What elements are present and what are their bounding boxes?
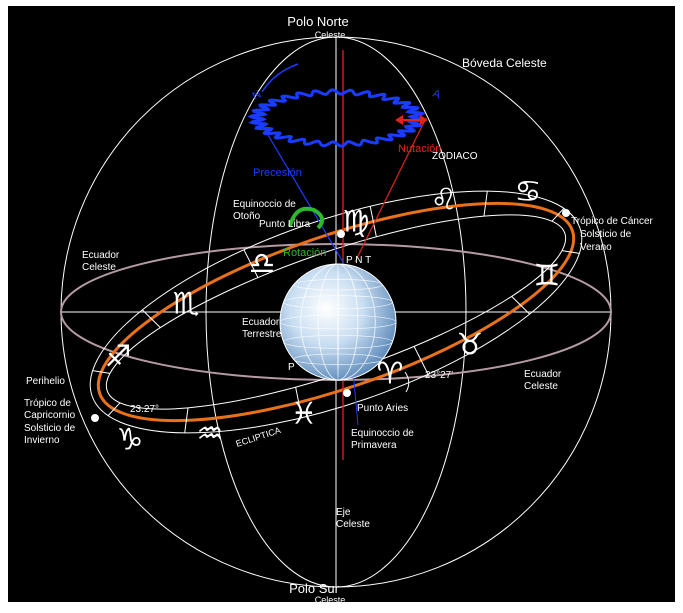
zodiac-band [89, 190, 583, 434]
zodiac-glyph-virgo: ♍ [343, 205, 370, 240]
zodiac-glyphs: ♍ ♌ ♋ ♊ ♉ ♈ ♓ ♒ ♑ ♐ ♏ ♎ [105, 175, 561, 458]
zodiac-glyph-libra: ♎ [249, 247, 276, 282]
eje-line1: Eje [336, 507, 351, 518]
arrow-mark: A [431, 88, 443, 102]
zodiac-divider [561, 250, 580, 254]
earth-parallel [293, 279, 383, 291]
polo-sur-label: Polo Sur [289, 581, 340, 596]
precession-cone-right [354, 117, 427, 263]
zodiac-divider [483, 191, 488, 217]
precesion-label: Precesión [253, 167, 302, 179]
zodiac-glyph-sagittarius: ♐ [105, 340, 132, 375]
zodiac-glyph-aries: ♈ [377, 357, 404, 392]
rotation-arrow [288, 206, 325, 230]
tropico-cancer-line2: Solsticio de [580, 229, 632, 240]
tropico-cancer-line1: Trópico de Cáncer [571, 216, 654, 227]
zodiac-divider [295, 387, 303, 418]
punto-libra-label: Punto Libra [259, 219, 311, 230]
ecuador-terrestre-line2: Terrestre [242, 329, 282, 340]
equinoccio-otono-line1: Equinoccio de [233, 199, 296, 210]
zodiac-divider [243, 249, 259, 278]
zodiac-outer-edge [89, 190, 583, 434]
precession-cone-left [257, 117, 344, 263]
tropico-cancer-line3: Verano [580, 242, 612, 253]
zodiac-glyph-pisces: ♓ [291, 397, 318, 432]
solsticio-invierno-line2: Invierno [24, 435, 60, 446]
nutation-arrow-head-right [420, 115, 428, 125]
zodiac-glyph-cancer: ♋ [515, 175, 542, 210]
ecuador-celeste-left-line1: Ecuador [82, 250, 120, 261]
boveda-label: Bóveda Celeste [462, 56, 547, 70]
solsticio-invierno-line1: Solsticio de [24, 423, 76, 434]
punto-libra-point [337, 230, 345, 238]
eje-line2: Celeste [336, 519, 370, 530]
nutation-arrow-head-left [395, 115, 403, 125]
zodiac-glyph-aquarius: ♒ [197, 417, 224, 452]
angle-right-label: 23°27' [425, 370, 453, 381]
ecuador-celeste-right-line1: Ecuador [524, 369, 562, 380]
tropico-capricornio-point [91, 414, 99, 422]
p-mark: P [288, 362, 295, 373]
nutacion-label: Nutación [398, 143, 441, 155]
zodiac-glyph-capricorn: ♑ [117, 423, 144, 458]
ecliptic-line [96, 201, 576, 423]
zodiac-dividers [92, 191, 580, 433]
equinoccio-primavera-line1: Equinoccio de [351, 428, 414, 439]
ecuador-celeste-left-line2: Celeste [82, 262, 116, 273]
angle-left-label: 23.27° [130, 404, 159, 415]
polo-norte-label: Polo Norte [287, 14, 348, 29]
precession-ring [247, 88, 427, 148]
punto-aries-point [343, 389, 351, 397]
zodiac-divider [551, 208, 565, 222]
zodiac-divider [511, 296, 531, 315]
polo-sur-sub-label: Celeste [315, 595, 346, 605]
angle-arc-right [404, 371, 410, 393]
zodiaco-label: ZODIACO [432, 151, 478, 162]
tropico-cancer-point [562, 209, 570, 217]
tropico-capricornio-line2: Capricornio [24, 410, 76, 421]
equinoccio-primavera-line2: Primavera [351, 440, 397, 451]
zodiac-divider [141, 309, 161, 328]
zodiac-glyph-gemini: ♊ [534, 259, 561, 294]
zodiac-divider [92, 370, 111, 374]
equinoccio-otono-line2: Otoño [233, 211, 261, 222]
zodiac-divider [413, 346, 429, 375]
zodiac-glyph-taurus: ♉ [457, 328, 484, 363]
zodiac-divider [184, 407, 189, 433]
perihelio-label: Perihelio [26, 376, 65, 387]
zodiac-glyph-leo: ♌ [431, 183, 458, 218]
earth-parallel [283, 295, 393, 310]
tropico-capricornio-line1: Trópico de [24, 398, 71, 409]
earth [279, 263, 397, 381]
precession-arrow [261, 63, 299, 93]
pnt-label: P N T [346, 255, 371, 266]
earth-grid [279, 263, 397, 381]
ecuador-terrestre-line1: Ecuador [242, 317, 280, 328]
earth-parallel [283, 334, 393, 349]
earth-meridian [300, 263, 376, 381]
zodiac-glyph-scorpio: ♏ [173, 287, 200, 322]
polo-norte-sub-label: Celeste [315, 30, 346, 40]
zodiac-divider [369, 206, 377, 237]
punto-aries-label: Punto Aries [357, 403, 408, 414]
zodiac-divider [107, 402, 121, 416]
earth-parallel [293, 353, 383, 365]
rotacion-label: Rotación [283, 247, 326, 259]
ecuador-celeste-right-line2: Celeste [524, 381, 558, 392]
earth-parallel [279, 314, 397, 330]
